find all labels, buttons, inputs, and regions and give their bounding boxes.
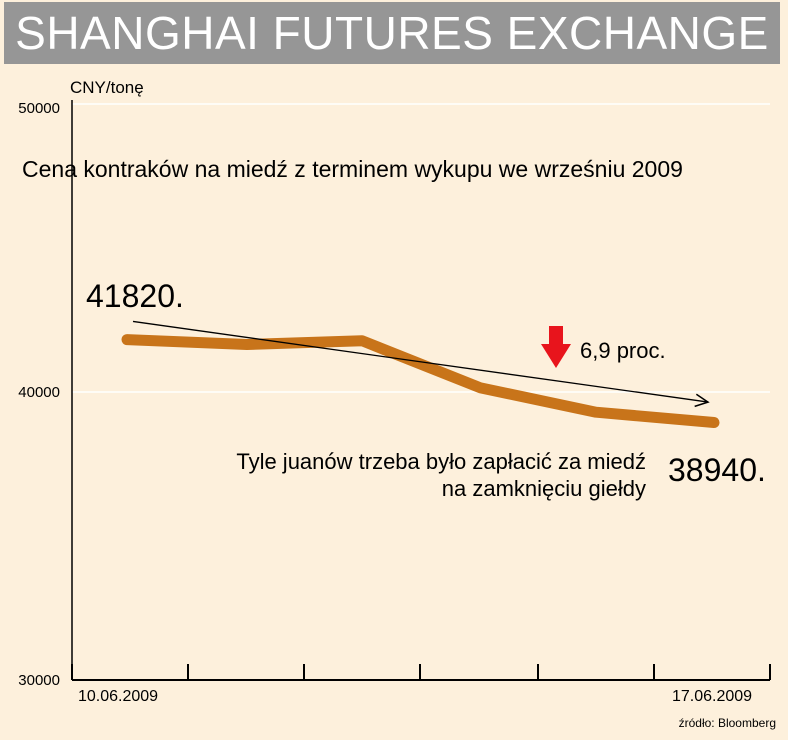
data-point-5 [709, 417, 719, 428]
trend-arrow-line [132, 320, 709, 403]
data-point-3 [475, 382, 485, 393]
chart-subtitle: Cena kontraków na miedź z terminem wykup… [22, 156, 683, 182]
chart-header-title: SHANGHAI FUTURES EXCHANGE [15, 7, 769, 59]
end-value-label: 38940. [668, 452, 766, 488]
annotation-note: Tyle juanów trzeba było zapłacić za mied… [236, 449, 646, 501]
change-percent-label: 6,9 proc. [580, 338, 666, 363]
data-point-4 [591, 407, 601, 418]
series-line [121, 334, 720, 428]
decrease-arrow-icon [541, 326, 571, 368]
data-point-0 [122, 334, 132, 345]
y-tick-label-50000: 50000 [18, 100, 60, 117]
y-tick-label-40000: 40000 [18, 384, 60, 401]
data-point-1 [242, 339, 252, 350]
x-tick-label-start: 10.06.2009 [78, 688, 159, 705]
source-note: źródło: Bloomberg [678, 716, 776, 730]
y-axis-unit-label: CNY/tonę [70, 78, 144, 97]
y-tick-label-30000: 30000 [18, 672, 60, 689]
data-point-2 [357, 335, 367, 346]
start-value-label: 41820. [86, 278, 184, 314]
trend-arrow-head [694, 393, 710, 408]
chart-title-bar: SHANGHAI FUTURES EXCHANGE [4, 2, 780, 64]
x-tick-label-end: 17.06.2009 [672, 688, 753, 705]
